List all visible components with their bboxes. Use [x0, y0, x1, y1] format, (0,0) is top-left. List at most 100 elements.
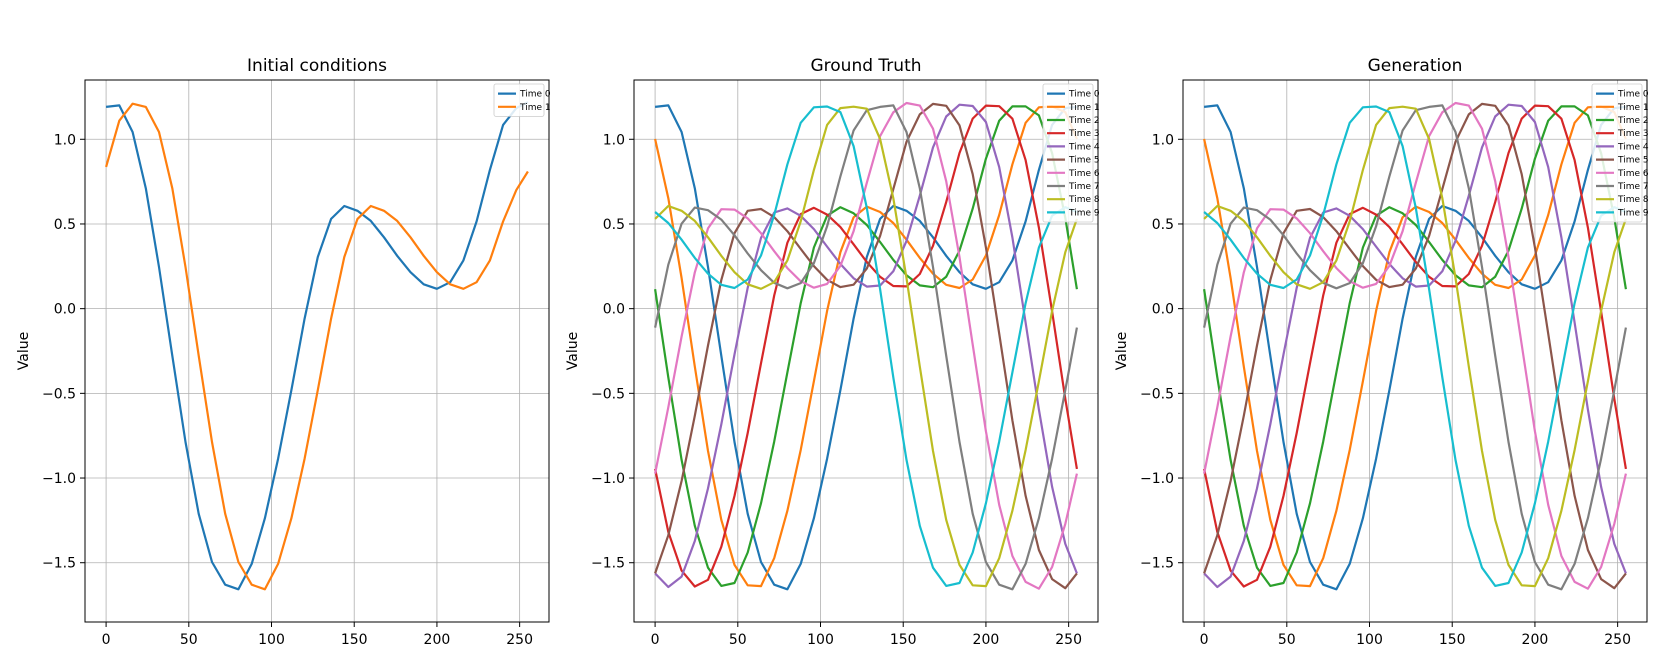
series-line-time-4 [1203, 103, 1627, 589]
x-tick-label: 250 [1055, 632, 1082, 648]
series-line-time-3 [654, 104, 1078, 588]
x-tick-label: 250 [1604, 632, 1631, 648]
x-tick-label: 200 [973, 632, 1000, 648]
y-tick-label: −0.5 [42, 386, 76, 402]
legend-label: Time 0 [519, 90, 551, 100]
series-line-time-0 [1203, 104, 1627, 591]
y-tick-label: 1.0 [1152, 132, 1174, 148]
legend-label: Time 7 [1068, 182, 1100, 192]
x-tick-label: 0 [651, 632, 660, 648]
x-tick-labels: 0 50 100 150 200 250 [102, 622, 533, 648]
legend-label: Time 5 [1617, 156, 1649, 166]
y-tick-label: −1.0 [42, 471, 76, 487]
legend-label: Time 6 [1617, 169, 1649, 179]
legend-label: Time 3 [1068, 129, 1100, 139]
legend-box [1591, 83, 1643, 223]
legend-label: Time 0 [1068, 90, 1100, 100]
series-line-time-5 [654, 102, 1078, 590]
series-line-time-0 [654, 104, 1078, 591]
legend: Time 0 Time 1 Time 2 Time 3 Time 4 Time 5 Time… [1591, 83, 1649, 223]
panel-generation: −1.5 −1.0 −0.5 0.0 0.5 1.0 0 50 100 150 200 250 Ge… [1114, 56, 1649, 648]
grid [85, 80, 549, 622]
series-line-time-6 [1203, 101, 1627, 590]
legend-label: Time 4 [1617, 142, 1649, 152]
legend-label: Time 0 [1617, 90, 1649, 100]
legend-label: Time 7 [1617, 182, 1649, 192]
series-group [654, 101, 1078, 591]
legend-label: Time 9 [1068, 208, 1100, 218]
x-tick-label: 50 [729, 632, 747, 648]
y-tick-label: −1.0 [1140, 471, 1174, 487]
x-tick-label: 200 [1522, 632, 1549, 648]
legend-label: Time 9 [1617, 208, 1649, 218]
panel-ground-truth: −1.5 −1.0 −0.5 0.0 0.5 1.0 0 50 100 150 200 250 Gr… [565, 56, 1100, 648]
x-tick-label: 150 [341, 632, 368, 648]
series-line-time-0 [105, 101, 529, 591]
axes-frame [1182, 79, 1648, 623]
y-tick-label: 0.0 [1152, 302, 1174, 318]
series-line-time-5 [1203, 102, 1627, 590]
series-line-time-3 [1203, 104, 1627, 588]
x-tick-label: 100 [258, 632, 285, 648]
y-axis-label: Value [565, 332, 581, 370]
legend-box [1042, 83, 1094, 223]
series-line-time-2 [1203, 105, 1627, 587]
series-line-time-1 [105, 102, 529, 591]
y-tick-label: 0.0 [603, 302, 625, 318]
series-line-time-6 [654, 101, 1078, 590]
y-tick-labels: −1.5 −1.0 −0.5 0.0 0.5 1.0 [1140, 132, 1183, 572]
series-group [105, 101, 529, 591]
series-line-time-4 [654, 103, 1078, 589]
x-tick-label: 150 [1439, 632, 1466, 648]
axes-frame [633, 79, 1099, 623]
y-tick-labels: −1.5 −1.0 −0.5 0.0 0.5 1.0 [42, 132, 85, 572]
y-tick-label: −1.5 [591, 556, 625, 572]
legend-label: Time 1 [519, 103, 551, 113]
grid [634, 80, 1098, 622]
y-axis-label: Value [16, 332, 32, 370]
legend-label: Time 6 [1068, 169, 1100, 179]
legend-box [493, 83, 545, 117]
legend: Time 0 Time 1 [493, 83, 551, 117]
legend-label: Time 5 [1068, 156, 1100, 166]
x-tick-label: 0 [102, 632, 111, 648]
y-tick-label: −1.0 [591, 471, 625, 487]
y-axis-label: Value [1114, 332, 1130, 370]
x-tick-label: 200 [424, 632, 451, 648]
legend-label: Time 1 [1068, 103, 1100, 113]
x-tick-labels: 0 50 100 150 200 250 [1200, 622, 1631, 648]
series-line-time-7 [1203, 104, 1627, 591]
series-line-time-2 [654, 105, 1078, 587]
axes-frame [84, 79, 550, 623]
panel-title: Ground Truth [810, 56, 921, 76]
series-line-time-9 [654, 105, 1078, 587]
legend-label: Time 8 [1068, 195, 1100, 205]
y-tick-label: 1.0 [54, 132, 76, 148]
y-tick-label: −0.5 [591, 386, 625, 402]
panel-title: Generation [1368, 56, 1463, 76]
x-tick-label: 50 [180, 632, 198, 648]
panel-title: Initial conditions [247, 56, 387, 76]
grid [1183, 80, 1647, 622]
series-line-time-1 [1203, 105, 1627, 588]
legend-label: Time 4 [1068, 142, 1100, 152]
legend-label: Time 8 [1617, 195, 1649, 205]
panel-initial-conditions: −1.5 −1.0 −0.5 0.0 0.5 1.0 0 50 100 150 200 250 In… [16, 56, 551, 648]
series-line-time-8 [654, 105, 1078, 588]
series-group [1203, 101, 1627, 591]
y-tick-label: 0.5 [54, 217, 76, 233]
series-line-time-8 [1203, 105, 1627, 588]
series-line-time-7 [654, 104, 1078, 591]
y-tick-label: 0.5 [1152, 217, 1174, 233]
legend: Time 0 Time 1 Time 2 Time 3 Time 4 Time 5 Time… [1042, 83, 1100, 223]
y-tick-label: −0.5 [1140, 386, 1174, 402]
series-line-time-9 [1203, 105, 1627, 587]
legend-label: Time 3 [1617, 129, 1649, 139]
y-tick-label: 0.0 [54, 302, 76, 318]
y-tick-label: 1.0 [603, 132, 625, 148]
y-tick-labels: −1.5 −1.0 −0.5 0.0 0.5 1.0 [591, 132, 634, 572]
x-tick-labels: 0 50 100 150 200 250 [651, 622, 1082, 648]
x-tick-label: 0 [1200, 632, 1209, 648]
x-tick-label: 250 [506, 632, 533, 648]
